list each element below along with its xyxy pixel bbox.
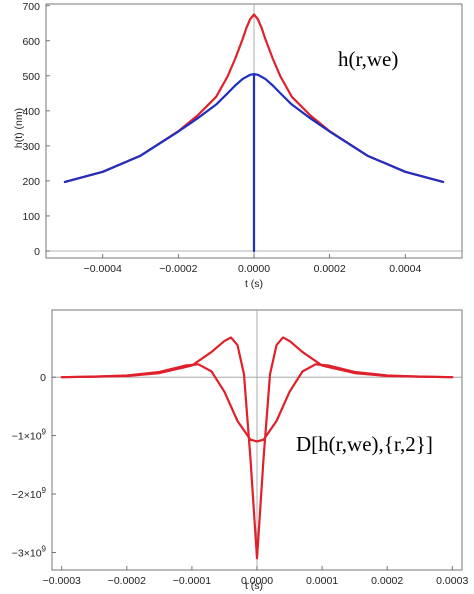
top-plot: −0.0004 −0.0002 0.0000 0.0002 0.0004 0 100 200 3…: [13, 1, 463, 290]
y-tick-label: 500: [22, 71, 40, 83]
y-tick-label: 200: [22, 176, 40, 188]
x-tick-label: −0.0003: [43, 575, 81, 587]
plot-annotation: h(r,we): [338, 47, 398, 71]
x-tick-label: 0.0004: [389, 263, 421, 275]
y-tick-label: 600: [22, 36, 40, 48]
y-tick-label: 0: [40, 372, 46, 384]
series-line-1: [63, 72, 445, 253]
y-tick-label: 400: [22, 106, 40, 118]
y-tick-label: 700: [22, 1, 40, 13]
x-tick-label: −0.0002: [159, 263, 197, 275]
y-axis-label: h(t) (nm): [13, 108, 25, 148]
bottom-plot: −0.0003 −0.0002 −0.0001 0.0000 0.0001 0.0002 0…: [12, 309, 468, 592]
x-axis-label: t (s): [245, 580, 263, 592]
x-tick-label: 0.0001: [306, 575, 338, 587]
series-line-0: [63, 13, 445, 184]
x-axis-label: t (s): [245, 278, 263, 290]
x-tick-label: 0.0000: [238, 263, 270, 275]
x-tick-label: −0.0002: [108, 575, 146, 587]
y-tick-label: 100: [22, 211, 40, 223]
x-tick-label: 0.0002: [371, 575, 403, 587]
series-line-0: [60, 336, 454, 560]
y-tick-label: −1×109: [12, 428, 47, 443]
x-tick-label: 0.0003: [436, 575, 468, 587]
y-tick-label: −2×109: [12, 486, 47, 501]
x-tick-label: 0.0002: [314, 263, 346, 275]
x-tick-label: 0.0000: [241, 575, 273, 587]
x-tick-label: −0.0001: [173, 575, 211, 587]
y-tick-label: 0: [34, 246, 40, 258]
series-line-1: [60, 363, 454, 443]
plot-annotation: D[h(r,we),{r,2}]: [296, 432, 433, 456]
x-tick-label: −0.0004: [84, 263, 122, 275]
y-tick-label: −3×109: [12, 544, 47, 559]
y-tick-label: 300: [22, 141, 40, 153]
